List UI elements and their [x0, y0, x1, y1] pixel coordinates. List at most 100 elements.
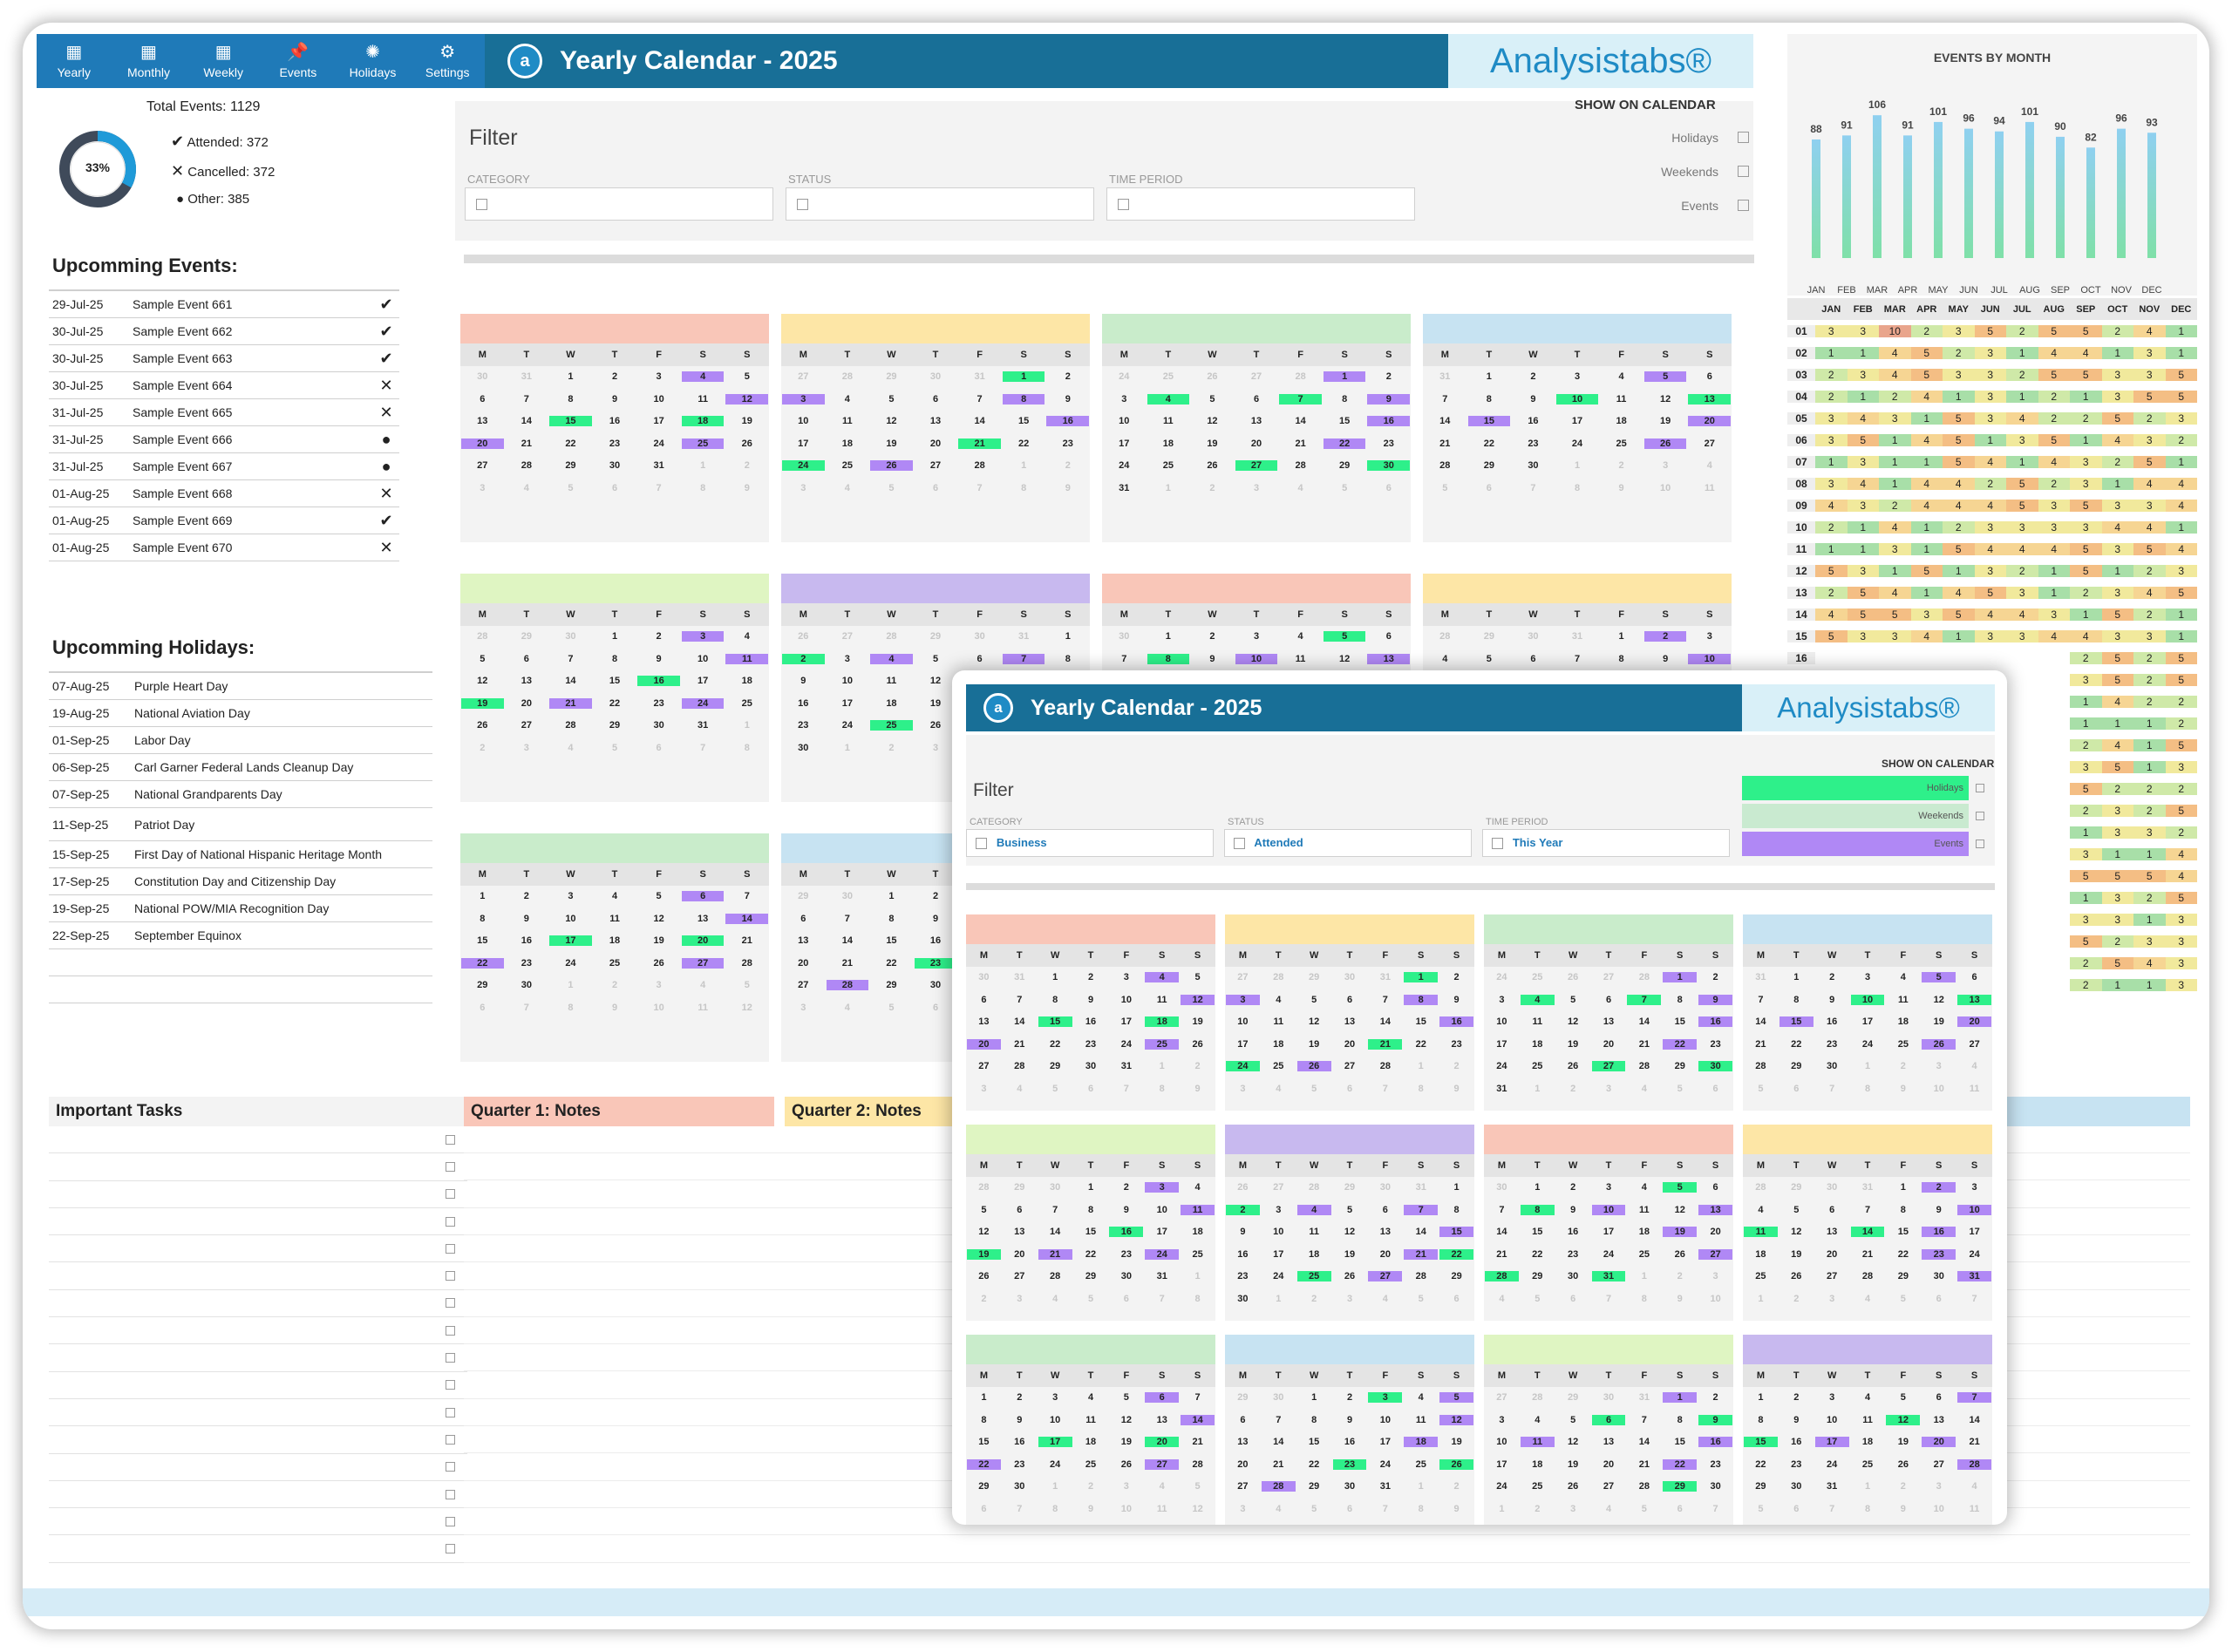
day-cell[interactable]: 16 [1698, 1016, 1733, 1028]
day-cell[interactable]: 18 [609, 935, 621, 947]
day-cell[interactable]: 29 [1085, 1271, 1097, 1282]
day-cell[interactable]: 1 [1021, 460, 1027, 472]
day-cell[interactable]: 20 [461, 438, 504, 449]
day-cell[interactable]: 11 [698, 393, 708, 405]
day-cell[interactable]: 12 [725, 393, 769, 405]
day-cell[interactable]: 21 [1192, 1437, 1203, 1448]
day-cell[interactable]: 19 [461, 697, 504, 709]
day-cell[interactable]: 31 [1861, 1182, 1874, 1193]
day-cell[interactable]: 3 [1145, 1182, 1180, 1193]
day-cell[interactable]: 14 [521, 416, 532, 427]
day-cell[interactable]: 9 [1346, 1414, 1353, 1425]
day-cell[interactable]: 16 [1085, 1016, 1097, 1028]
day-cell[interactable]: 3 [523, 742, 529, 753]
day-cell[interactable]: 13 [1156, 1414, 1167, 1425]
day-cell[interactable]: 13 [1933, 1414, 1944, 1425]
checkbox-icon[interactable] [1976, 840, 1984, 848]
day-cell[interactable]: 3 [800, 482, 806, 493]
day-cell[interactable]: 24 [1969, 1248, 1980, 1260]
day-cell[interactable]: 25 [870, 720, 913, 731]
day-cell[interactable]: 6 [1123, 1293, 1129, 1304]
day-cell[interactable]: 30 [1528, 460, 1539, 472]
day-cell[interactable]: 16 [1109, 1227, 1144, 1238]
day-cell[interactable]: 7 [523, 393, 529, 405]
day-cell[interactable]: 15 [1309, 1437, 1320, 1448]
day-cell[interactable]: 14 [1379, 1016, 1391, 1028]
day-cell[interactable]: 29 [1483, 460, 1494, 472]
inset-period-select[interactable]: This Year [1482, 829, 1730, 857]
day-cell[interactable]: 16 [1367, 416, 1411, 427]
day-cell[interactable]: 24 [1145, 1248, 1180, 1260]
day-cell[interactable]: 3 [1346, 1293, 1353, 1304]
day-cell[interactable]: 7 [1002, 653, 1045, 664]
day-cell[interactable]: 30 [1273, 1392, 1284, 1404]
day-cell[interactable]: 1 [1404, 972, 1439, 983]
day-cell[interactable]: 11 [1295, 653, 1306, 664]
day-cell[interactable]: 13 [1827, 1227, 1838, 1238]
day-cell[interactable]: 11 [1163, 416, 1174, 427]
day-cell[interactable]: 10 [1237, 1016, 1249, 1028]
event-row[interactable]: 30-Jul-25 Sample Event 662 ✔ [49, 318, 399, 345]
day-cell[interactable]: 5 [1677, 1083, 1683, 1094]
day-cell[interactable]: 6 [976, 653, 983, 664]
day-cell[interactable]: 25 [1532, 1061, 1543, 1072]
day-cell[interactable]: 23 [1528, 438, 1539, 449]
day-cell[interactable]: 1 [1052, 1481, 1058, 1492]
day-cell[interactable]: 19 [1660, 416, 1671, 427]
day-cell[interactable]: 4 [744, 631, 750, 642]
day-cell[interactable]: 26 [653, 957, 664, 969]
day-cell[interactable]: 14 [1050, 1227, 1061, 1238]
day-cell[interactable]: 7 [1159, 1293, 1165, 1304]
day-cell[interactable]: 14 [1850, 1227, 1885, 1238]
day-cell[interactable]: 1 [1323, 371, 1366, 383]
day-cell[interactable]: 18 [1897, 1016, 1909, 1028]
day-cell[interactable]: 15 [1744, 1437, 1778, 1448]
day-cell[interactable]: 4 [1706, 460, 1712, 472]
day-cell[interactable]: 3 [681, 631, 725, 642]
day-cell[interactable]: 18 [681, 416, 725, 427]
day-cell[interactable]: 27 [798, 980, 809, 991]
day-cell[interactable]: 6 [1706, 371, 1712, 383]
day-cell[interactable]: 10 [1591, 1204, 1626, 1215]
day-cell[interactable]: 30 [1827, 1061, 1838, 1072]
day-cell[interactable]: 7 [700, 742, 706, 753]
day-cell[interactable]: 1 [1276, 1293, 1282, 1304]
day-cell[interactable]: 28 [1415, 1271, 1426, 1282]
day-cell[interactable]: 29 [886, 371, 897, 383]
day-cell[interactable]: 3 [568, 891, 574, 902]
day-cell[interactable]: 16 [1046, 416, 1090, 427]
day-cell[interactable]: 2 [1385, 371, 1392, 383]
task-row[interactable] [49, 1481, 467, 1509]
day-cell[interactable]: 6 [681, 891, 725, 902]
day-cell[interactable]: 15 [1779, 1016, 1814, 1028]
day-cell[interactable]: 30 [1344, 972, 1356, 983]
day-cell[interactable]: 21 [549, 697, 592, 709]
day-cell[interactable]: 16 [609, 416, 621, 427]
inset-show-weekends-toggle[interactable]: Weekends [1742, 803, 1995, 829]
day-cell[interactable]: 2 [1209, 631, 1215, 642]
day-cell[interactable]: 17 [1038, 1437, 1072, 1448]
day-cell[interactable]: 11 [1520, 1437, 1555, 1448]
day-cell[interactable]: 8 [1311, 1414, 1317, 1425]
task-row[interactable] [49, 1290, 467, 1318]
day-cell[interactable]: 3 [1864, 972, 1871, 983]
task-row[interactable] [49, 1208, 467, 1236]
day-cell[interactable]: 25 [1861, 1458, 1874, 1470]
day-cell[interactable]: 27 [1344, 1061, 1356, 1072]
show-weekends-toggle[interactable]: Weekends [1609, 154, 1749, 188]
day-cell[interactable]: 2 [656, 631, 662, 642]
day-cell[interactable]: 11 [1744, 1227, 1778, 1238]
day-cell[interactable]: 1 [1194, 1271, 1201, 1282]
day-cell[interactable]: 3 [932, 742, 939, 753]
day-cell[interactable]: 22 [1085, 1248, 1097, 1260]
day-cell[interactable]: 2 [1311, 1293, 1317, 1304]
day-cell[interactable]: 31 [1957, 1271, 1992, 1282]
day-cell[interactable]: 19 [1451, 1437, 1462, 1448]
day-cell[interactable]: 8 [1147, 653, 1190, 664]
day-cell[interactable]: 28 [1638, 1481, 1650, 1492]
day-cell[interactable]: 4 [700, 980, 706, 991]
day-cell[interactable]: 21 [1295, 438, 1306, 449]
day-cell[interactable]: 1 [1311, 1392, 1317, 1404]
day-cell[interactable]: 15 [1897, 1227, 1909, 1238]
day-cell[interactable]: 26 [1439, 1458, 1474, 1470]
